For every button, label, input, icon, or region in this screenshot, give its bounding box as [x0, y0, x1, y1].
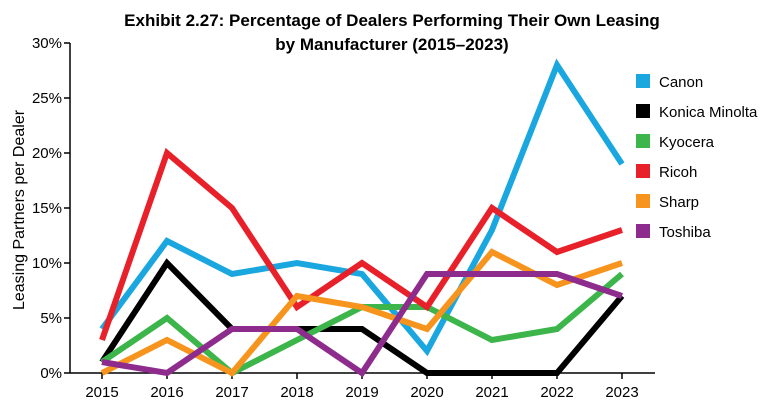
legend: Canon Konica Minolta Kyocera Ricoh Sharp Tosh…: [636, 74, 758, 241]
y-axis-title: Leasing Partners per Dealer: [11, 109, 28, 310]
series-line-sharp: [100, 248, 623, 377]
legend-label-ricoh: Ricoh: [659, 164, 697, 181]
y-tick-label: 15%: [32, 200, 62, 217]
legend-swatch-ricoh: [636, 164, 650, 178]
x-tick-label: 2015: [85, 384, 118, 401]
legend-label-canon: Canon: [659, 74, 703, 91]
x-tick-label: 2016: [150, 384, 183, 401]
series-lines: [99, 58, 625, 378]
x-tick-label: 2018: [280, 384, 313, 401]
chart-title: Exhibit 2.27: Percentage of Dealers Perf…: [124, 11, 660, 30]
y-tick-label: 25%: [32, 90, 62, 107]
y-tick-label: 10%: [32, 255, 62, 272]
legend-swatch-sharp: [636, 194, 650, 208]
legend-label-kyocera: Kyocera: [659, 134, 715, 151]
series-line-canon: [99, 58, 625, 357]
x-tick-label: 2017: [215, 384, 248, 401]
x-tick-label: 2020: [410, 384, 443, 401]
series-line-konica-minolta: [99, 258, 625, 376]
legend-swatch-toshiba: [636, 224, 650, 238]
x-tick-label: 2023: [605, 384, 638, 401]
axes: 0% 5% 10% 15% 20% 25% 30% 2015 2016 2017 2018 2019 2…: [32, 35, 655, 401]
series-line-toshiba: [101, 271, 623, 378]
legend-swatch-konica-minolta: [636, 104, 650, 118]
y-tick-label: 5%: [40, 310, 62, 327]
y-tick-label: 0%: [40, 365, 62, 382]
x-tick-label: 2022: [540, 384, 573, 401]
legend-swatch-canon: [636, 74, 650, 88]
legend-label-toshiba: Toshiba: [659, 224, 711, 241]
legend-label-konica-minolta: Konica Minolta: [659, 104, 758, 121]
legend-label-sharp: Sharp: [659, 194, 699, 211]
y-tick-label: 20%: [32, 145, 62, 162]
series-line-kyocera: [100, 271, 624, 377]
y-tick-label: 30%: [32, 35, 62, 52]
x-tick-label: 2019: [345, 384, 378, 401]
x-tick-label: 2021: [475, 384, 508, 401]
legend-swatch-kyocera: [636, 134, 650, 148]
chart-subtitle: by Manufacturer (2015–2023): [275, 35, 508, 54]
series-line-ricoh: [99, 147, 623, 341]
